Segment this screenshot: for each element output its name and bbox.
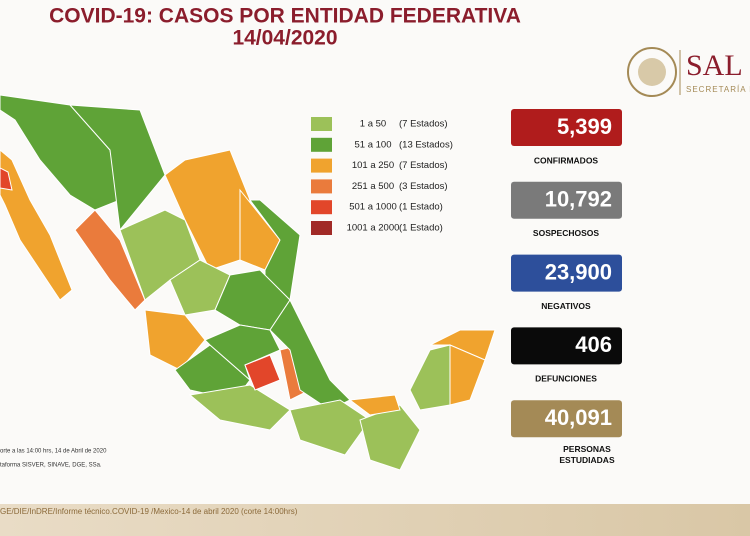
legend-range: 51 a 100 [355, 139, 392, 150]
state [0, 167, 13, 191]
state [0, 149, 73, 301]
stat-box [511, 254, 622, 292]
state [348, 394, 401, 416]
state [68, 104, 166, 232]
legend-count: (3 Estados) [399, 181, 448, 192]
title: COVID-19: CASOS POR ENTIDAD FEDERATIVA [49, 5, 521, 28]
logo-seal-inner [638, 58, 666, 86]
stat-label: CONFIRMADOS [534, 155, 599, 165]
footer-band [0, 504, 750, 536]
note: taforma SISVER, SINAVE, DGE, SSa. [0, 463, 102, 469]
legend-range: 251 a 500 [352, 181, 394, 192]
logo-subtitle: SECRETARÍA D [686, 85, 750, 94]
map [0, 94, 496, 471]
stat-box [511, 327, 622, 365]
legend-count: (7 Estados) [399, 160, 448, 171]
logo-text: SAL [686, 49, 743, 82]
stat-label: DEFUNCIONES [535, 374, 597, 384]
stat-value: 40,091 [545, 405, 612, 430]
stat-box [511, 109, 622, 146]
legend-swatch [311, 200, 332, 215]
stat-value: 5,399 [557, 114, 612, 139]
legend-swatch [311, 137, 332, 152]
state [144, 309, 206, 371]
stat-label: SOSPECHOSOS [533, 228, 599, 238]
date: 14/04/2020 [232, 27, 337, 50]
stat-value: 10,792 [545, 187, 612, 212]
state [244, 354, 281, 391]
logo-seal [627, 47, 677, 97]
legend-count: (13 Estados) [399, 139, 453, 150]
legend-range: 1 a 50 [360, 119, 386, 130]
legend-swatch [311, 221, 332, 235]
state [188, 384, 291, 431]
note: orte a las 14:00 hrs, 14 de Abril de 202… [0, 449, 107, 455]
legend-range: 101 a 250 [352, 160, 394, 171]
state [449, 344, 486, 406]
stat-box [511, 400, 622, 438]
stat-label: NEGATIVOS [541, 301, 591, 311]
legend-swatch [311, 117, 332, 131]
legend-swatch [311, 179, 332, 194]
legend-count: (1 Estado) [399, 202, 443, 213]
stat-value: 23,900 [545, 259, 612, 284]
stat-box [511, 181, 622, 219]
state [289, 399, 371, 456]
legend-count: (1 Estado) [399, 223, 443, 234]
stat-label: PERSONAS ESTUDIADAS [559, 444, 615, 465]
legend-range: 501 a 1000 [349, 202, 397, 213]
legend: 1 a 50 (7 Estados) 51 a 100 (13 Estados) 101… [311, 117, 453, 235]
footer: GE/DIE/InDRE/Informe técnico.COVID-19 /M… [0, 507, 298, 516]
legend-swatch [311, 158, 332, 173]
stat-value: 406 [575, 332, 612, 357]
legend-range: 1001 a 2000 [347, 223, 400, 234]
stats: 5,399 CONFIRMADOS 10,792 SOSPECHOSOS 23,900 N… [511, 109, 622, 465]
legend-count: (7 Estados) [399, 119, 448, 130]
state [429, 329, 496, 361]
